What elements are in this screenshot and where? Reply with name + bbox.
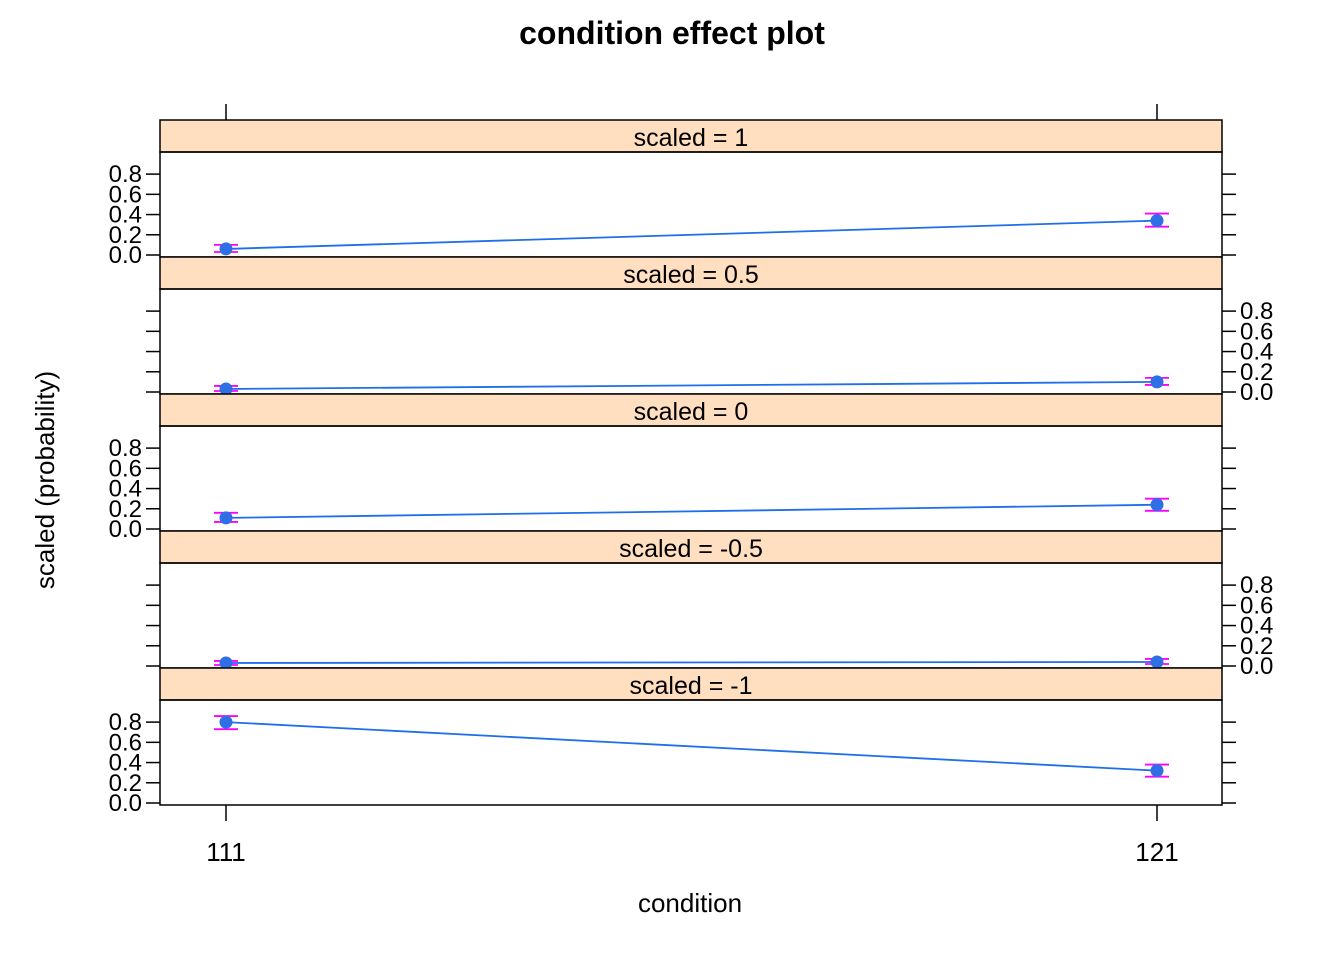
y-tick-label-0-3: 0.6 [109, 181, 142, 208]
y-tick-label-3-4: 0.8 [1240, 572, 1273, 599]
chart-title: condition effect plot [519, 15, 825, 51]
data-point-4-0 [219, 715, 233, 729]
fit-line-2 [225, 503, 1158, 519]
y-tick-label-2-1: 0.2 [109, 496, 142, 523]
y-tick-label-1-4: 0.8 [1240, 298, 1273, 325]
x-tick-label-1: 121 [1135, 837, 1178, 867]
y-tick-label-4-4: 0.8 [109, 709, 142, 736]
data-point-3-0 [219, 656, 233, 670]
fit-line-4 [225, 721, 1158, 772]
y-tick-label-0-2: 0.4 [109, 202, 142, 229]
y-tick-label-2-3: 0.6 [109, 455, 142, 482]
y-tick-label-3-0: 0.0 [1240, 653, 1273, 680]
strip-0 [159, 119, 1223, 153]
panel-box-2 [159, 425, 1223, 532]
y-tick-label-4-1: 0.2 [109, 770, 142, 797]
fit-line-1 [225, 380, 1158, 390]
y-tick-label-3-3: 0.6 [1240, 592, 1273, 619]
y-tick-label-1-0: 0.0 [1240, 379, 1273, 406]
y-tick-label-1-2: 0.4 [1240, 339, 1273, 366]
strip-label-0: scaled = 1 [634, 124, 749, 152]
data-point-2-1 [1150, 498, 1164, 512]
x-tick-label-0: 111 [206, 837, 246, 867]
y-axis-label: scaled (probability) [30, 371, 60, 589]
y-tick-label-3-2: 0.4 [1240, 613, 1273, 640]
x-axis-label: condition [638, 888, 742, 918]
y-tick-label-1-1: 0.2 [1240, 359, 1273, 386]
y-tick-label-1-3: 0.6 [1240, 318, 1273, 345]
y-tick-label-2-0: 0.0 [109, 516, 142, 543]
data-point-0-0 [219, 242, 233, 256]
y-tick-label-0-4: 0.8 [109, 161, 142, 188]
y-tick-label-0-1: 0.2 [109, 222, 142, 249]
y-tick-label-0-0: 0.0 [109, 242, 142, 269]
y-tick-label-4-0: 0.0 [109, 790, 142, 817]
data-point-0-1 [1150, 214, 1164, 228]
fit-line-0 [225, 219, 1158, 250]
strip-4 [159, 667, 1223, 701]
y-tick-label-2-4: 0.8 [109, 435, 142, 462]
data-point-4-1 [1150, 764, 1164, 778]
strip-label-4: scaled = -1 [630, 672, 753, 700]
data-point-3-1 [1150, 655, 1164, 669]
strip-label-3: scaled = -0.5 [619, 535, 763, 563]
y-tick-label-4-3: 0.6 [109, 729, 142, 756]
panel-box-4 [159, 699, 1223, 806]
data-point-2-0 [219, 511, 233, 525]
panel-box-3 [159, 562, 1223, 669]
y-tick-label-2-2: 0.4 [109, 476, 142, 503]
data-point-1-0 [219, 382, 233, 396]
strip-label-1: scaled = 0.5 [623, 261, 759, 289]
fit-line-3 [225, 661, 1158, 664]
panel-box-1 [159, 288, 1223, 395]
y-tick-label-3-1: 0.2 [1240, 633, 1273, 660]
data-point-1-1 [1150, 375, 1164, 389]
strip-label-2: scaled = 0 [634, 398, 749, 426]
strip-2 [159, 393, 1223, 427]
panel-box-0 [159, 151, 1223, 258]
y-tick-label-4-2: 0.4 [109, 750, 142, 777]
